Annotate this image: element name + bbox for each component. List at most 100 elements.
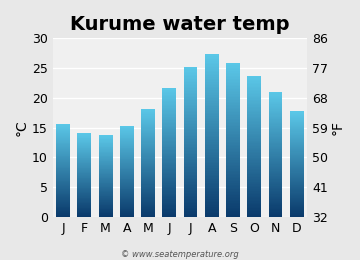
Bar [184,214,197,215]
Bar [269,177,282,178]
Bar [120,204,134,205]
Bar [141,155,155,157]
Bar [184,203,197,205]
Bar [247,159,261,160]
Bar [226,69,240,71]
Bar [269,97,282,98]
Bar [162,100,176,101]
Bar [247,104,261,105]
Bar [247,207,261,208]
Bar [56,160,70,161]
Bar [290,117,303,118]
Bar [184,141,197,142]
Bar [162,153,176,154]
Bar [290,146,303,147]
Bar [141,138,155,139]
Bar [290,200,303,201]
Bar [77,142,91,143]
Bar [269,123,282,124]
Bar [247,121,261,122]
Bar [290,114,303,115]
Bar [56,148,70,149]
Bar [205,114,219,116]
Bar [269,183,282,184]
Bar [290,148,303,150]
Bar [269,121,282,122]
Bar [77,154,91,155]
Bar [226,117,240,119]
Bar [120,179,134,180]
Bar [205,209,219,210]
Bar [56,211,70,212]
Bar [226,157,240,158]
Bar [99,155,113,156]
Bar [226,178,240,180]
Bar [77,183,91,184]
Bar [205,140,219,142]
Bar [269,116,282,117]
Bar [77,156,91,157]
Bar [184,114,197,115]
Bar [205,204,219,205]
Bar [141,146,155,147]
Bar [99,213,113,214]
Bar [120,160,134,161]
Bar [184,81,197,82]
Bar [290,207,303,208]
Bar [184,169,197,171]
Bar [290,126,303,127]
Bar [226,109,240,111]
Bar [120,205,134,206]
Bar [269,204,282,205]
Bar [77,164,91,165]
Bar [184,177,197,178]
Bar [120,154,134,155]
Bar [184,129,197,130]
Bar [141,132,155,133]
Bar [290,166,303,167]
Bar [247,174,261,176]
Bar [226,151,240,152]
Bar [56,126,70,127]
Bar [226,194,240,195]
Bar [162,169,176,171]
Bar [205,186,219,187]
Bar [162,187,176,188]
Bar [269,106,282,107]
Bar [120,203,134,204]
Bar [99,157,113,158]
Bar [162,118,176,119]
Bar [205,165,219,166]
Bar [77,135,91,136]
Bar [56,202,70,203]
Bar [226,152,240,154]
Bar [290,206,303,207]
Bar [247,93,261,94]
Bar [269,205,282,207]
Bar [120,187,134,188]
Bar [141,196,155,197]
Bar [77,155,91,156]
Bar [290,140,303,141]
Bar [247,83,261,84]
Bar [162,115,176,116]
Bar [226,65,240,66]
Bar [99,205,113,206]
Bar [120,214,134,215]
Bar [141,120,155,121]
Bar [162,214,176,216]
Bar [226,183,240,185]
Bar [99,182,113,183]
Bar [290,175,303,176]
Bar [99,166,113,167]
Bar [162,161,176,163]
Bar [269,113,282,114]
Bar [269,155,282,157]
Bar [120,173,134,174]
Bar [205,161,219,163]
Bar [205,67,219,69]
Bar [120,188,134,190]
Bar [269,188,282,189]
Bar [56,205,70,206]
Bar [205,64,219,66]
